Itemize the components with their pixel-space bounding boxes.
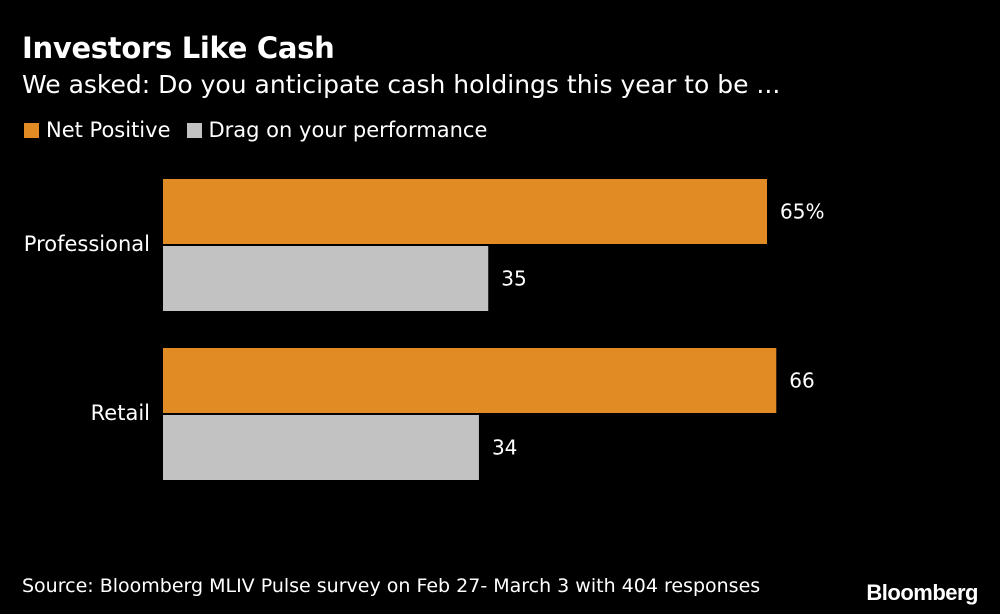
legend-swatch-drag <box>186 122 202 138</box>
data-label-retail-net-positive: 66 <box>789 369 814 393</box>
chart-subtitle: We asked: Do you anticipate cash holding… <box>22 70 781 99</box>
category-label-professional: Professional <box>24 232 150 256</box>
source-note: Source: Bloomberg MLIV Pulse survey on F… <box>22 575 761 597</box>
bar-retail-drag <box>163 415 479 480</box>
legend: Net Positive Drag on your performance <box>24 118 503 142</box>
data-label-retail-drag: 34 <box>492 436 517 460</box>
bloomberg-logo: Bloomberg <box>866 580 978 605</box>
legend-swatch-net-positive <box>24 122 39 138</box>
data-label-professional-drag: 35 <box>501 267 526 291</box>
bar-professional-drag <box>163 246 489 311</box>
legend-item-net-positive: Net Positive <box>24 118 171 142</box>
legend-item-drag: Drag on your performance <box>186 118 488 142</box>
bar-professional-net-positive <box>163 179 767 244</box>
data-label-professional-net-positive: 65% <box>780 200 824 224</box>
chart-title: Investors Like Cash <box>22 31 335 65</box>
legend-label-drag: Drag on your performance <box>208 118 488 142</box>
bar-retail-net-positive <box>163 348 777 413</box>
legend-label-net-positive: Net Positive <box>46 118 171 142</box>
category-label-retail: Retail <box>91 401 150 425</box>
